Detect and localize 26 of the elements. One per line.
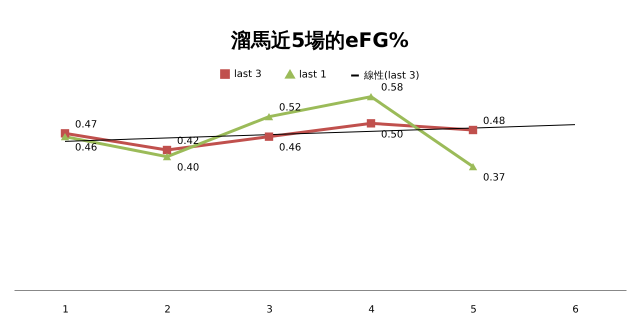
data-label: 0.47 <box>75 119 98 130</box>
x-tick-label: 5 <box>470 304 477 316</box>
point <box>162 146 172 154</box>
data-label: 0.37 <box>483 172 506 184</box>
data-label: 0.58 <box>381 82 404 94</box>
data-label: 0.48 <box>483 116 506 127</box>
legend-label: 線性(last 3) <box>363 70 420 82</box>
x-tick-label: 2 <box>164 304 171 316</box>
point <box>468 126 478 134</box>
point <box>264 113 274 120</box>
data-label: 0.52 <box>279 102 302 114</box>
point <box>468 163 478 170</box>
chart-title: 溜馬近5場的eFG% <box>230 28 409 52</box>
legend-label: last 3 <box>234 69 262 80</box>
x-tick-label: 6 <box>572 304 579 316</box>
x-tick-label: 3 <box>266 304 273 316</box>
x-tick-label: 4 <box>368 304 375 316</box>
x-tick-label: 1 <box>62 304 69 316</box>
point <box>60 133 70 140</box>
data-label: 0.46 <box>75 142 98 154</box>
legend-label: last 1 <box>299 69 327 80</box>
data-label: 0.46 <box>279 142 302 154</box>
point <box>264 132 274 141</box>
data-label: 0.40 <box>177 162 200 174</box>
point <box>366 119 376 128</box>
point <box>162 153 172 160</box>
